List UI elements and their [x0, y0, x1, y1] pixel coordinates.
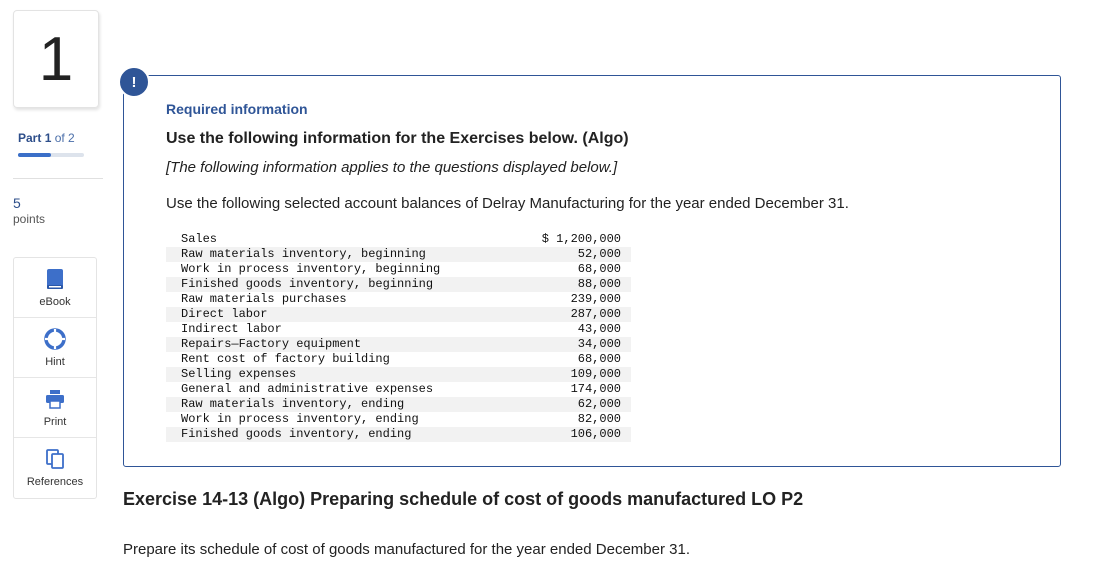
book-icon	[44, 268, 66, 290]
applies-note: [The following information applies to th…	[166, 159, 618, 176]
account-name: Finished goods inventory, beginning	[166, 277, 511, 292]
table-row: Raw materials purchases 239,000	[166, 292, 631, 307]
account-value: 88,000	[511, 277, 631, 292]
account-value: 43,000	[577, 322, 621, 336]
table-row: Raw materials inventory, beginning 52,000	[166, 247, 631, 262]
account-value: 109,000	[511, 367, 631, 382]
references-label: References	[26, 476, 84, 488]
account-value: 52,000	[511, 247, 631, 262]
table-row: Finished goods inventory, ending 106,000	[166, 427, 631, 442]
account-name: Rent cost of factory building	[181, 352, 390, 366]
ebook-button[interactable]: eBook	[14, 258, 96, 318]
account-name: Raw materials purchases	[181, 292, 347, 306]
hint-button[interactable]: Hint	[14, 318, 96, 378]
account-name: Repairs—Factory equipment	[166, 337, 511, 352]
part-progress-bar	[18, 153, 84, 157]
part-indicator: Part 1 of 2	[18, 131, 75, 145]
account-name: Raw materials inventory, ending	[166, 397, 511, 412]
table-row: Repairs—Factory equipment 34,000	[166, 337, 631, 352]
account-balances-table: Sales $ 1,200,000 Raw materials inventory,…	[166, 232, 631, 442]
account-name: Sales	[181, 232, 218, 246]
table-row: Raw materials inventory, ending 62,000	[166, 397, 631, 412]
account-name: Raw materials inventory, beginning	[166, 247, 511, 262]
account-value: 106,000	[511, 427, 631, 442]
table-row: Rent cost of factory building 68,000	[166, 352, 631, 367]
account-name: Finished goods inventory, ending	[166, 427, 511, 442]
account-value: 68,000	[577, 262, 621, 276]
table-row: Indirect labor 43,000	[166, 322, 631, 337]
account-value: 174,000	[570, 382, 621, 396]
account-name: Direct labor	[166, 307, 511, 322]
part-label: Part 1	[18, 131, 52, 145]
exercises-heading: Use the following information for the Ex…	[166, 130, 629, 147]
account-name: General and administrative expenses	[181, 382, 434, 396]
account-value: $ 1,200,000	[541, 232, 621, 246]
tool-panel: eBook Hint Print References	[13, 257, 97, 499]
table-row: General and administrative expenses 174,0…	[166, 382, 631, 397]
hint-label: Hint	[45, 356, 65, 368]
table-row: Direct labor 287,000	[166, 307, 631, 322]
exercise-prompt: Prepare its schedule of cost of goods ma…	[123, 541, 690, 558]
required-info-card	[123, 75, 1061, 467]
print-button[interactable]: Print	[14, 378, 96, 438]
alert-icon: !	[118, 66, 150, 98]
table-row: Selling expenses 109,000	[166, 367, 631, 382]
table-row: Finished goods inventory, beginning 88,00…	[166, 277, 631, 292]
ebook-label: eBook	[39, 296, 71, 308]
account-value: 239,000	[570, 292, 621, 306]
points-value: 5	[13, 195, 21, 211]
required-information-title: Required information	[166, 101, 308, 117]
part-total: of 2	[54, 131, 75, 145]
print-label: Print	[43, 416, 67, 428]
divider	[13, 178, 103, 179]
question-number: 1	[13, 10, 99, 108]
account-value: 62,000	[511, 397, 631, 412]
exercise-title: Exercise 14-13 (Algo) Preparing schedule…	[123, 489, 804, 509]
copy-icon	[44, 448, 66, 470]
table-row: Work in process inventory, beginning 68,0…	[166, 262, 631, 277]
account-name: Selling expenses	[166, 367, 511, 382]
table-row: Work in process inventory, ending 82,000	[166, 412, 631, 427]
intro-text: Use the following selected account balan…	[166, 195, 849, 212]
part-progress-fill	[18, 153, 51, 157]
account-value: 34,000	[511, 337, 631, 352]
account-name: Indirect labor	[181, 322, 282, 336]
points-label: points	[13, 212, 46, 226]
account-name: Work in process inventory, ending	[181, 412, 419, 426]
account-value: 287,000	[511, 307, 631, 322]
account-value: 68,000	[577, 352, 621, 366]
table-row: Sales $ 1,200,000	[166, 232, 631, 247]
account-value: 82,000	[577, 412, 621, 426]
lifebuoy-icon	[44, 328, 66, 350]
account-name: Work in process inventory, beginning	[181, 262, 441, 276]
references-button[interactable]: References	[14, 438, 96, 498]
printer-icon	[44, 388, 66, 410]
